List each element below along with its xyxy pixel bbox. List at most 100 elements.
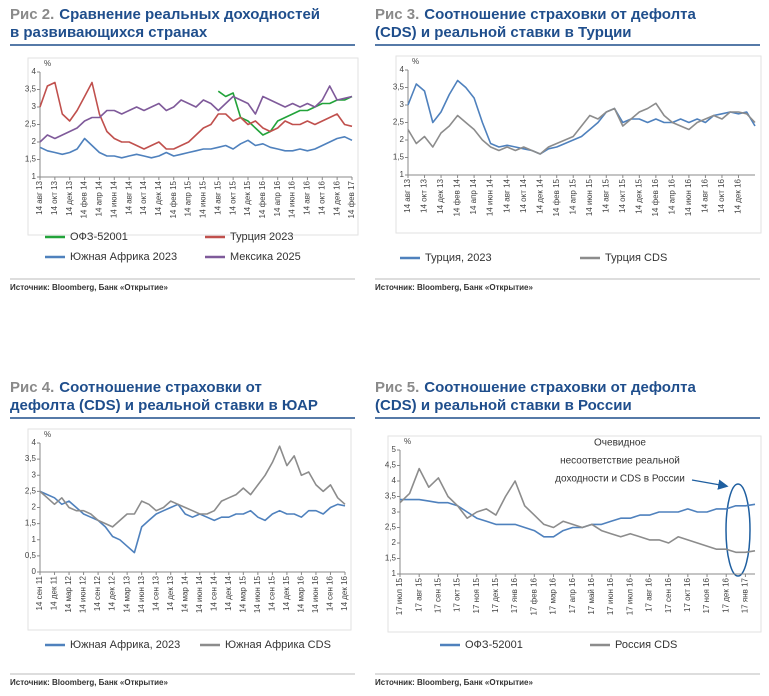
x-tick-label: 14 авг 15 [213, 180, 222, 214]
x-tick-label: 17 ноя 16 [702, 577, 711, 613]
y-axis-label: % [44, 59, 51, 68]
y-tick-label: 4 [32, 67, 37, 76]
x-tick-label: 14 авг 13 [403, 178, 412, 212]
x-tick-label: 14 июн 16 [288, 180, 297, 218]
x-tick-label: 14 мар 15 [238, 575, 247, 612]
x-tick-label: 14 дек 14 [224, 575, 233, 610]
series-line [39, 85, 353, 143]
x-tick-label: 14 мар 14 [180, 575, 189, 612]
figure-label: Рис 5. [375, 379, 419, 396]
x-tick-label: 14 окт 16 [317, 180, 326, 214]
title-line: Соотношение страховки от дефолта [424, 6, 696, 23]
x-tick-label: 14 дек 15 [282, 575, 291, 610]
series-line [39, 81, 353, 150]
x-tick-label: 14 июн 16 [311, 575, 320, 613]
x-tick-label: 17 июн 16 [606, 577, 615, 615]
y-tick-label: 3,5 [25, 85, 37, 94]
series-line [39, 136, 353, 159]
x-tick-label: 14 апр 14 [95, 180, 104, 216]
y-tick-label: 2 [32, 503, 37, 512]
chart-title: в развивающихся странах [10, 24, 208, 41]
x-tick-label: 14 фев 16 [651, 178, 660, 216]
title-line: Соотношение страховки от [59, 379, 262, 396]
x-tick-label: 14 фев 16 [258, 180, 267, 218]
y-tick-label: 1,5 [25, 155, 37, 164]
x-tick-label: 14 окт 16 [717, 178, 726, 212]
chart-title: Рис 4. Соотношение страховки от [10, 379, 262, 396]
y-tick-label: 4 [400, 65, 405, 74]
x-tick-label: 14 дек 13 [65, 180, 74, 215]
source: Источник: Bloomberg, Банк «Открытие» [10, 283, 169, 292]
x-tick-label: 14 окт 15 [618, 178, 627, 212]
y-axis-label: % [44, 430, 51, 439]
y-tick-label: 1 [32, 535, 37, 544]
x-tick-label: 14 авг 14 [124, 180, 133, 214]
y-tick-label: 2 [392, 538, 397, 547]
legend-label: Турция, 2023 [425, 252, 492, 264]
y-tick-label: 1 [400, 170, 405, 179]
x-tick-label: 17 янв 16 [510, 577, 519, 613]
x-tick-label: 17 июл 15 [395, 577, 404, 615]
y-tick-label: 3 [32, 470, 37, 479]
series-line [39, 490, 346, 554]
x-tick-label: 17 авг 15 [414, 577, 423, 611]
chart-title: Рис 5. Соотношение страховки от дефолта [375, 379, 696, 396]
legend-label: Южная Африка, 2023 [70, 639, 180, 651]
x-tick-label: 14 сен 15 [267, 575, 276, 611]
plot-frame [395, 55, 762, 234]
x-tick-label: 14 авг 16 [303, 180, 312, 214]
y-tick-label: 4 [32, 438, 37, 447]
figure-label: Рис 3. [375, 6, 419, 23]
annotation: несоответствие реальной [560, 456, 680, 467]
series-line [407, 102, 756, 155]
title-line: Соотношение страховки от дефолта [424, 379, 696, 396]
y-tick-label: 3,5 [385, 492, 397, 501]
chart-title: Рис 3. Соотношение страховки от дефолта [375, 6, 696, 23]
x-tick-label: 17 окт 16 [683, 577, 692, 611]
legend-label: Турция CDS [605, 252, 667, 264]
y-tick-label: 3,5 [393, 83, 405, 92]
x-tick-label: 14 апр 15 [184, 180, 193, 216]
y-tick-label: 2 [32, 137, 37, 146]
x-tick-label: 17 ноя 15 [472, 577, 481, 613]
series-line [399, 467, 756, 554]
x-tick-label: 14 апр 14 [469, 178, 478, 214]
x-tick-label: 14 дек 12 [108, 575, 117, 610]
x-tick-label: 14 июн 12 [79, 575, 88, 613]
x-tick-label: 14 дек 13 [436, 178, 445, 213]
y-tick-label: 5 [392, 445, 397, 454]
x-tick-label: 17 фев 16 [529, 577, 538, 615]
x-tick-label: 14 фев 14 [80, 180, 89, 218]
x-tick-label: 14 авг 13 [35, 180, 44, 214]
x-tick-label: 14 авг 16 [701, 178, 710, 212]
x-tick-label: 14 окт 14 [519, 178, 528, 212]
chart-title: (CDS) и реальной ставки в России [375, 397, 632, 414]
y-tick-label: 0 [32, 567, 37, 576]
x-tick-label: 14 дек 14 [154, 180, 163, 215]
y-tick-label: 4,5 [385, 461, 397, 470]
chart-title: (CDS) и реальной ставки в Турции [375, 24, 632, 41]
x-tick-label: 17 сен 15 [433, 577, 442, 613]
plot-frame [27, 57, 359, 236]
x-tick-label: 17 дек 16 [721, 577, 730, 612]
annotation: Очевидное [594, 438, 646, 449]
y-tick-label: 1,5 [385, 554, 397, 563]
x-tick-label: 14 сен 16 [326, 575, 335, 611]
x-tick-label: 14 дек 16 [340, 575, 349, 610]
y-axis-label: % [412, 57, 419, 66]
y-tick-label: 2,5 [25, 120, 37, 129]
y-tick-label: 1 [32, 172, 37, 181]
y-tick-label: 3,5 [25, 454, 37, 463]
x-tick-label: 14 июн 15 [199, 180, 208, 218]
annotation-arrow [691, 479, 729, 490]
x-tick-label: 14 дек 16 [332, 180, 341, 215]
x-tick-label: 14 июн 15 [585, 178, 594, 216]
x-tick-label: 14 дек 15 [243, 180, 252, 215]
x-tick-label: 17 янв 17 [741, 577, 750, 613]
x-tick-label: 14 окт 13 [420, 178, 429, 212]
x-tick-label: 14 сен 14 [209, 575, 218, 611]
highlight-ellipse [725, 483, 751, 577]
x-tick-label: 14 дек 16 [734, 178, 743, 213]
x-tick-label: 14 дек 11 [50, 575, 59, 610]
y-tick-label: 2 [400, 135, 405, 144]
